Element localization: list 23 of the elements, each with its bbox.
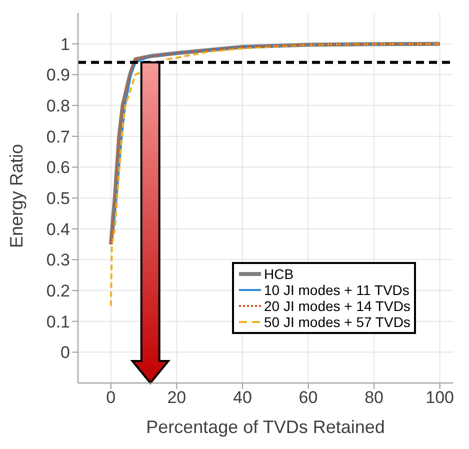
x-tick-label: 40 [233,388,252,408]
y-tick-label: 0.3 [46,250,70,270]
legend-label: HCB [264,266,294,282]
x-axis-title: Percentage of TVDs Retained [146,417,385,437]
y-tick-label: 0.2 [46,282,70,301]
y-tick-label: 0.1 [46,312,70,332]
legend-label: 10 JI modes + 11 TVDs [264,282,410,298]
y-tick-label: 0.5 [46,189,70,208]
y-tick-label: 0.7 [46,127,70,146]
y-axis-title: Energy Ratio [6,144,26,248]
y-tick-label: 1 [60,34,70,54]
y-tick-label: 0.8 [46,96,70,116]
legend-label: 50 JI modes + 57 TVDs [264,314,410,330]
x-tick-label: 60 [298,388,318,408]
x-tick-label: 100 [426,388,454,408]
x-tick-label: 0 [106,388,116,408]
y-tick-label: 0 [60,343,70,362]
y-tick-label: 0.4 [46,220,70,239]
x-tick-label: 80 [364,388,384,408]
x-tick-label: 20 [167,388,186,408]
y-tick-label: 0.6 [46,158,70,178]
legend-label: 20 JI modes + 14 TVDs [264,298,410,314]
y-tick-label: 0.9 [46,66,70,85]
